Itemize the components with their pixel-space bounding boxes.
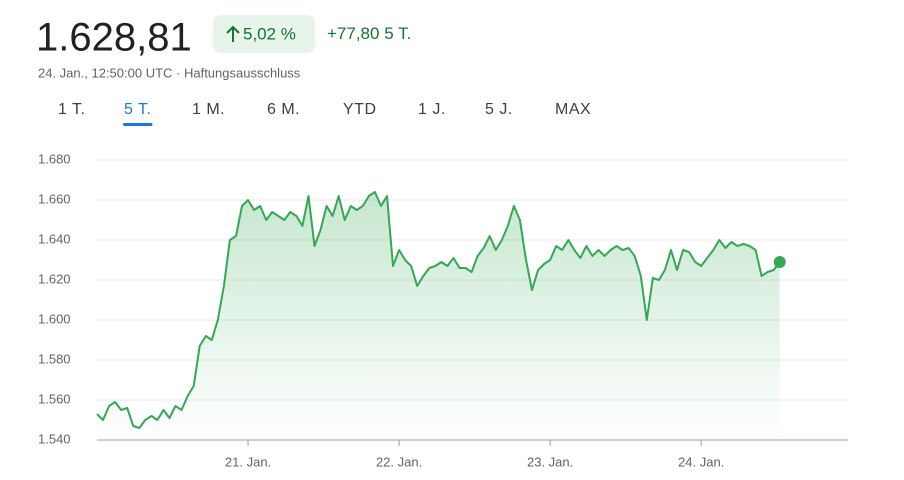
x-tick-label: 23. Jan.: [527, 454, 573, 469]
up-arrow: [226, 25, 240, 42]
range-tabs: 1 T. 5 T. 1 M. 6 M. YTD 1 J. 5 J. MAX: [58, 101, 591, 126]
plot: 1.540 1.560 1.580 1.600 1.620 1.640 1.660 1.680…: [38, 151, 848, 469]
x-tick-label: 22. Jan.: [376, 454, 422, 469]
range-tab[interactable]: MAX: [555, 101, 591, 118]
price-line: [96, 191, 781, 429]
y-tick-label: 1.580: [38, 351, 71, 366]
range-tab[interactable]: 6 M.: [267, 101, 300, 118]
tab-underline: [123, 123, 153, 126]
change-badge: [213, 15, 315, 53]
change-percent: 5,02 %: [243, 24, 296, 43]
y-tick-label: 1.540: [38, 431, 71, 446]
y-tick-label: 1.620: [38, 271, 71, 286]
change: +77,80 5 T.: [327, 24, 411, 43]
x-tick-label: 21. Jan.: [225, 454, 271, 469]
area: [97, 192, 780, 440]
y-tick-label: 1.640: [38, 231, 71, 246]
y-tick-label: 1.680: [38, 151, 71, 166]
x-tick-label: 24. Jan.: [678, 454, 724, 469]
change-value: +77,80: [327, 24, 379, 43]
y-tick-label: 1.560: [38, 391, 71, 406]
range-tab[interactable]: 5 T.: [124, 101, 152, 118]
range-tab[interactable]: 1 M.: [192, 101, 225, 118]
range-tab[interactable]: 1 T.: [58, 101, 86, 118]
timestamp: 24. Jan., 12:50:00 UTC · Haftungsausschl…: [38, 65, 301, 80]
range-tab[interactable]: YTD: [343, 101, 377, 118]
range-tab[interactable]: 1 J.: [418, 101, 446, 118]
change-period: 5 T.: [384, 24, 411, 43]
last-point: [773, 256, 786, 268]
price: 1.628,81: [36, 16, 192, 60]
y-tick-label: 1.600: [38, 311, 71, 326]
y-tick-label: 1.660: [38, 191, 71, 206]
range-tab[interactable]: 5 J.: [485, 101, 513, 118]
